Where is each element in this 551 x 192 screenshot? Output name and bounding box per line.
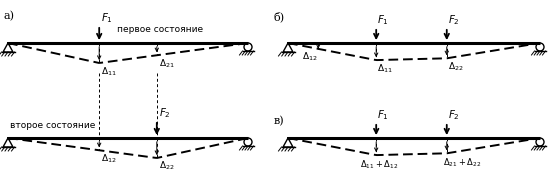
- Text: в): в): [274, 116, 285, 126]
- Text: первое состояние: первое состояние: [117, 26, 203, 35]
- Text: $\Delta_{11}$: $\Delta_{11}$: [101, 65, 117, 78]
- Text: $\Delta_{22}$: $\Delta_{22}$: [448, 60, 463, 73]
- Text: $\Delta_{12}$: $\Delta_{12}$: [302, 51, 318, 63]
- Text: $F_2$: $F_2$: [448, 108, 460, 122]
- Text: $F_1$: $F_1$: [101, 11, 113, 25]
- Text: $\Delta_{21}+\Delta_{22}$: $\Delta_{21}+\Delta_{22}$: [443, 156, 481, 169]
- Text: $F_1$: $F_1$: [377, 108, 389, 122]
- Text: $\Delta_{11}+\Delta_{12}$: $\Delta_{11}+\Delta_{12}$: [360, 158, 399, 171]
- Text: второе состояние: второе состояние: [10, 121, 95, 129]
- Text: $\Delta_{12}$: $\Delta_{12}$: [101, 152, 117, 165]
- Text: б): б): [274, 11, 285, 22]
- Text: $F_2$: $F_2$: [159, 106, 171, 120]
- Text: $F_2$: $F_2$: [448, 13, 460, 27]
- Text: а): а): [3, 11, 14, 21]
- Text: $\Delta_{11}$: $\Delta_{11}$: [377, 62, 393, 75]
- Text: $\Delta_{21}$: $\Delta_{21}$: [159, 57, 175, 70]
- Text: $\Delta_{22}$: $\Delta_{22}$: [159, 160, 175, 172]
- Text: $F_1$: $F_1$: [377, 13, 389, 27]
